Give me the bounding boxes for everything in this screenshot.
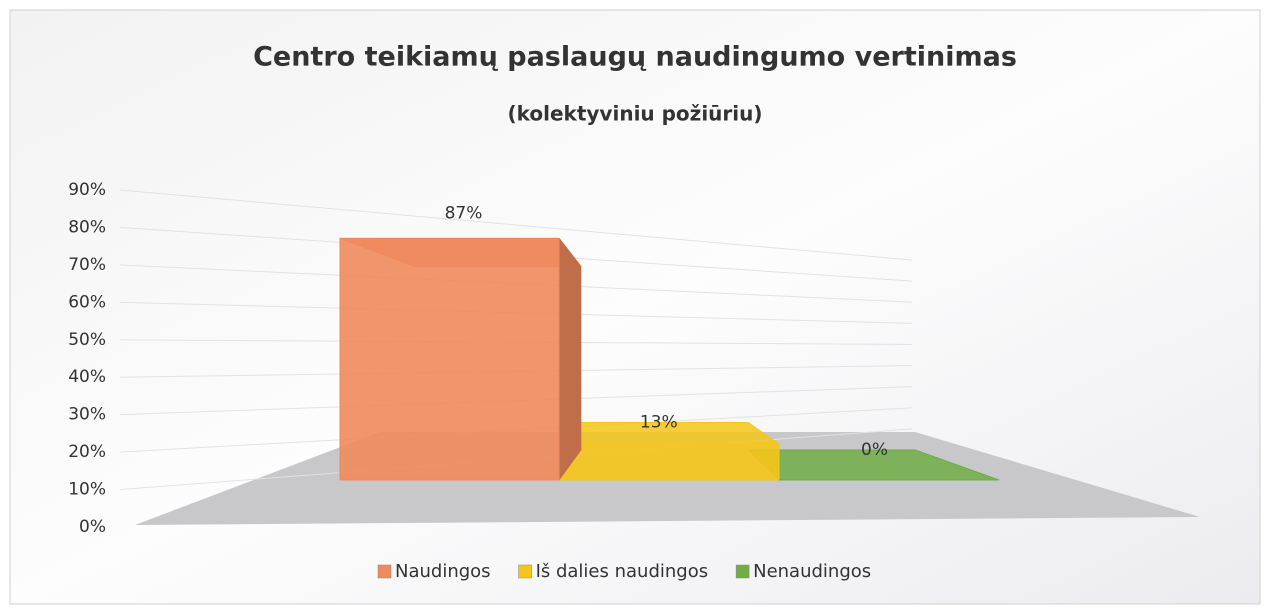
y-tick-label: 90% [68,180,106,200]
legend-label: Naudingos [395,561,491,582]
y-tick-label: 60% [68,292,106,312]
y-tick-label: 30% [68,405,106,425]
y-tick-label: 70% [68,255,106,275]
bar-side [558,237,582,481]
legend-label: Iš dalies naudingos [536,561,709,582]
y-tick-label: 20% [68,442,106,462]
data-label: 0% [861,440,888,460]
y-tick-label: 80% [68,217,106,237]
bar [559,443,780,481]
chart-title: Centro teikiamų paslaugų naudingumo vert… [253,42,1017,73]
y-tick-label: 10% [68,480,106,500]
data-label: 13% [640,413,678,433]
y-tick-label: 50% [68,330,106,350]
bar [339,237,560,481]
legend-swatch [735,564,750,579]
legend-swatch [518,564,532,579]
legend-swatch [377,564,392,579]
y-tick-label: 40% [68,367,106,387]
y-tick-label: 0% [79,517,106,537]
chart-subtitle: (kolektyviniu požiūriu) [507,102,762,126]
data-label: 87% [445,203,483,223]
legend-label: Nenaudingos [753,561,871,582]
grid-line [119,189,913,261]
